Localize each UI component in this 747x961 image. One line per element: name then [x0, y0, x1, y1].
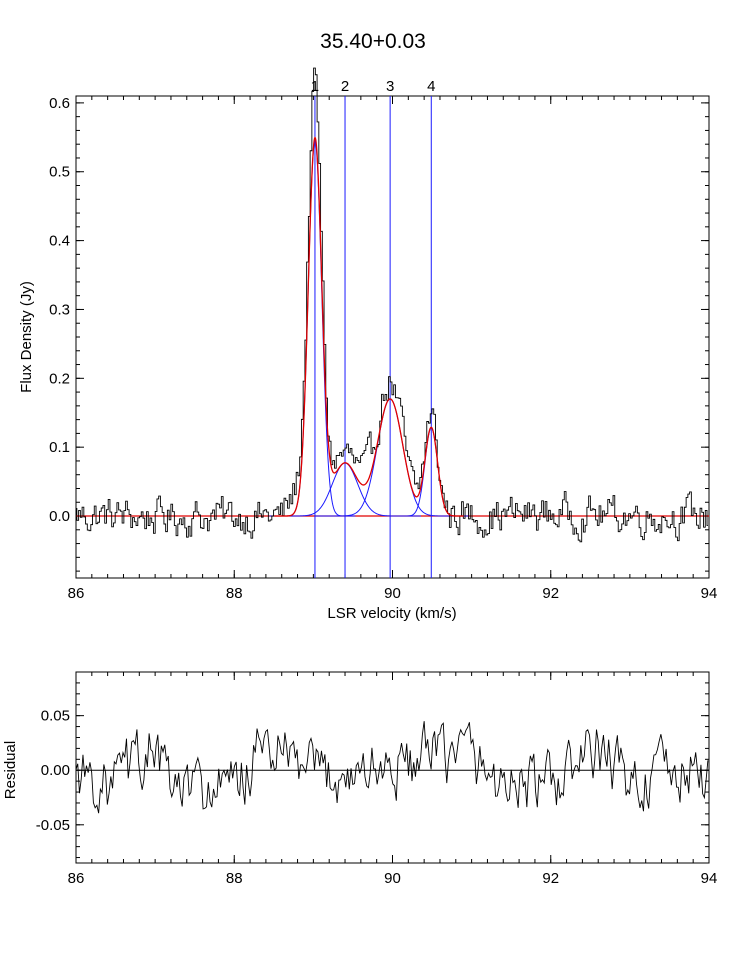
- axis-ticks: [75, 96, 710, 578]
- x-tick-labels: 86 88 90 92 94: [68, 870, 718, 887]
- y-tick-label: 0.2: [49, 370, 70, 387]
- y-tick-label: 0.6: [49, 95, 70, 112]
- x-tick-label: 94: [701, 585, 718, 602]
- x-axis-label: LSR velocity (km/s): [327, 605, 456, 622]
- component-label-2: 2: [341, 78, 349, 95]
- x-tick-label: 88: [226, 870, 243, 887]
- y-tick-labels: -0.05 0.00 0.05: [36, 708, 70, 834]
- chart-title: 35.40+0.03: [320, 30, 426, 53]
- residual-line: [75, 721, 709, 814]
- y-tick-label: 0.0: [49, 508, 70, 525]
- x-tick-labels: 86 88 90 92 94: [68, 585, 718, 602]
- x-tick-label: 92: [542, 870, 559, 887]
- spectrum-panel: 86 88 90 92 94 0.0 0.1 0.2 0.3 0.4 0.5 0.6 LSR vel…: [18, 67, 718, 622]
- y-axis-label: Flux Density (Jy): [18, 281, 35, 393]
- x-tick-label: 92: [542, 585, 559, 602]
- component-label-4: 4: [427, 78, 435, 95]
- x-tick-label: 90: [384, 585, 401, 602]
- data-layer: [75, 721, 709, 814]
- residual-panel: 86 88 90 92 94 -0.05 0.00 0.05 Residual: [2, 671, 718, 887]
- y-tick-label: 0.4: [49, 233, 70, 250]
- x-tick-label: 90: [384, 870, 401, 887]
- data-layer: [76, 67, 708, 543]
- y-tick-labels: 0.0 0.1 0.2 0.3 0.4 0.5 0.6: [49, 95, 70, 525]
- y-tick-label: 0.05: [41, 708, 70, 725]
- y-tick-label: 0.00: [41, 762, 70, 779]
- component-layer: 1 2 3 4: [76, 78, 709, 578]
- x-tick-label: 88: [226, 585, 243, 602]
- x-tick-label: 94: [701, 870, 718, 887]
- axis-ticks: [75, 671, 710, 863]
- y-tick-label: 0.1: [49, 439, 70, 456]
- y-axis-label: Residual: [2, 741, 19, 799]
- component-label-3: 3: [386, 78, 394, 95]
- observed-spectrum: [76, 67, 708, 543]
- x-tick-label: 86: [68, 870, 85, 887]
- x-tick-label: 86: [68, 585, 85, 602]
- y-tick-label: -0.05: [36, 817, 70, 834]
- y-tick-label: 0.3: [49, 301, 70, 318]
- y-tick-label: 0.5: [49, 164, 70, 181]
- component-label-1: 1: [311, 78, 319, 95]
- total-fit: [274, 136, 464, 517]
